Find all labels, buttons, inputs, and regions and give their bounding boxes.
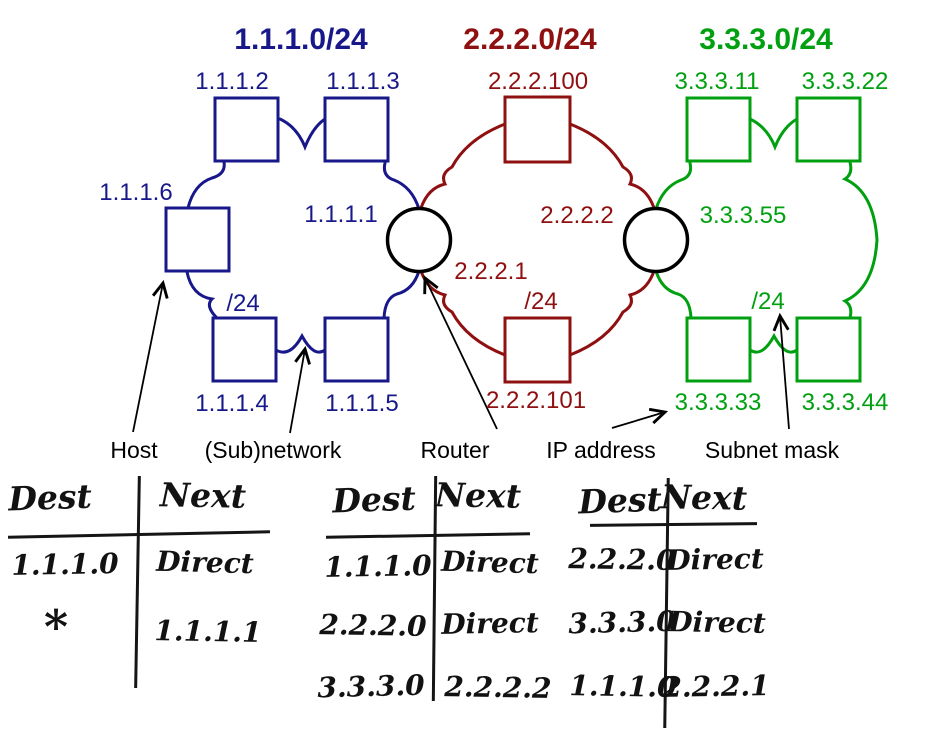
- network-cloud-1: [185, 117, 421, 354]
- subnetwork-arrow: [289, 345, 311, 434]
- table3-row3-dest: 1.1.1.0: [569, 669, 677, 704]
- host-arrow: [132, 279, 169, 433]
- table3-row2-next: Direct: [667, 605, 767, 640]
- network3-mask-label: /24: [751, 288, 785, 315]
- router-circle-1: [385, 206, 453, 274]
- network-cloud-3: [654, 117, 879, 354]
- table2-row2-dest: 2.2.2.0: [319, 608, 427, 643]
- table2-row2-next: Direct: [440, 606, 540, 641]
- legend-ip-address: IP address: [546, 437, 656, 463]
- table1-dest-header: Dest: [7, 476, 93, 519]
- legend-subnetwork: (Sub)network: [204, 437, 342, 463]
- router-circle-2: [622, 206, 690, 274]
- legend-subnet-mask: Subnet mask: [704, 437, 840, 463]
- subnet-mask-arrow: [772, 312, 790, 430]
- host-label-1-1-1-6: 1.1.1.6: [99, 179, 173, 206]
- host-label-1-1-1-4: 1.1.1.4: [195, 390, 269, 417]
- host-label-2-2-2-101: 2.2.2.101: [485, 387, 587, 414]
- host-square-1-1-1-4: [211, 316, 278, 383]
- routing-table-1: Dest Next 1.1.1.0 Direct * 1.1.1.1: [7, 475, 274, 692]
- topology-canvas: [132, 95, 879, 434]
- host-square-3-3-3-44: [795, 316, 862, 383]
- host-square-1-1-1-2: [213, 96, 280, 163]
- table3-next-header: Next: [660, 477, 748, 518]
- host-square-3-3-3-11: [685, 96, 752, 163]
- table1-column-divider: [134, 475, 141, 689]
- table2-header-divider: [325, 532, 531, 539]
- table3-row1-dest: 2.2.2.0: [568, 542, 676, 577]
- host-label-3-3-3-22: 3.3.3.22: [801, 68, 889, 95]
- network1-mask-label: /24: [226, 290, 260, 317]
- table1-row1-dest: 1.1.1.0: [11, 547, 119, 582]
- host-label-1-1-1-3: 1.1.1.3: [326, 68, 400, 95]
- router2-ip-label-net3: 3.3.3.55: [699, 202, 787, 229]
- host-label-1-1-1-2: 1.1.1.2: [195, 68, 269, 95]
- host-square-1-1-1-6: [164, 206, 231, 273]
- table2-next-header: Next: [434, 475, 522, 516]
- host-label-3-3-3-44: 3.3.3.44: [801, 389, 889, 416]
- host-label-3-3-3-11: 3.3.3.11: [674, 68, 760, 95]
- table2-row3-dest: 3.3.3.0: [316, 668, 426, 705]
- table1-next-header: Next: [159, 475, 247, 516]
- table2-dest-header: Dest: [331, 478, 417, 521]
- router1-ip-label: 1.1.1.1: [304, 201, 378, 228]
- network2-mask-label: /24: [524, 288, 558, 315]
- network2-title: 2.2.2.0/24: [463, 23, 597, 56]
- router1-ip-label-net2: 2.2.2.1: [454, 258, 528, 285]
- table2-row3-next: 2.2.2.2: [444, 670, 552, 705]
- table2-row1-next: Direct: [440, 544, 540, 581]
- host-square-1-1-1-3: [323, 96, 390, 163]
- table3-row1-next: Direct: [665, 542, 765, 577]
- host-square-3-3-3-33: [685, 316, 752, 383]
- host-label-1-1-1-5: 1.1.1.5: [325, 390, 399, 417]
- table3-row3-next: 2.2.2.1: [662, 669, 770, 704]
- table3-header-divider: [589, 522, 758, 527]
- legend-host: Host: [110, 437, 158, 463]
- host-square-1-1-1-5: [323, 316, 390, 383]
- network3-title: 3.3.3.0/24: [699, 23, 833, 56]
- network1-title: 1.1.1.0/24: [234, 23, 368, 56]
- router2-ip-label-net2: 2.2.2.2: [540, 202, 614, 229]
- table2-row1-dest: 1.1.1.0: [324, 549, 432, 584]
- host-square-3-3-3-22: [795, 96, 862, 163]
- routing-table-2: Dest Next 1.1.1.0 Direct 2.2.2.0 Direct …: [316, 475, 564, 726]
- table1-row2-next: 1.1.1.1: [154, 614, 262, 649]
- table3-row2-dest: 3.3.3.0: [567, 604, 677, 641]
- table3-dest-header: Dest: [577, 479, 663, 522]
- network-cloud-2: [419, 122, 656, 357]
- legend-router: Router: [420, 437, 490, 463]
- routing-table-3: Dest Next 2.2.2.0 Direct 3.3.3.0 Direct …: [567, 476, 776, 732]
- ip-address-arrow: [611, 407, 669, 429]
- table1-row2-dest: *: [43, 600, 69, 654]
- host-square-2-2-2-101: [503, 316, 572, 384]
- router-arrow: [423, 275, 498, 430]
- host-square-2-2-2-100: [503, 95, 572, 164]
- table1-row1-next: Direct: [155, 544, 255, 581]
- table2-column-divider: [431, 475, 438, 702]
- host-label-3-3-3-33: 3.3.3.33: [674, 389, 762, 416]
- host-label-2-2-2-100: 2.2.2.100: [487, 68, 589, 95]
